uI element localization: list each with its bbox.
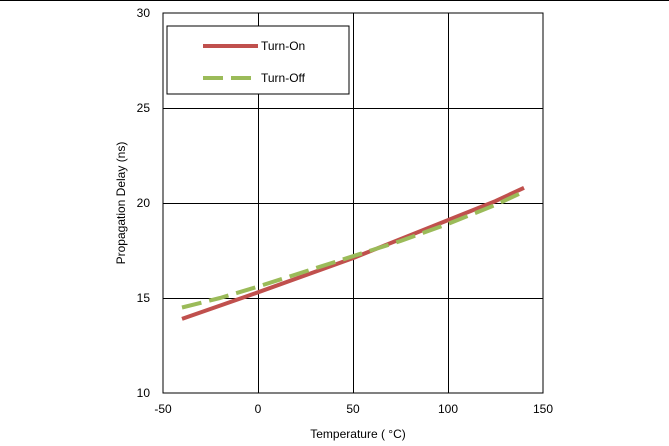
y-tick-label: 25 [137, 101, 151, 115]
y-tick-label: 20 [137, 196, 151, 210]
legend-box [166, 25, 350, 95]
series-line-turn-off [181, 189, 525, 310]
legend: Turn-On Turn-Off [166, 25, 350, 95]
x-tick-label: -50 [154, 402, 172, 416]
y-axis-label: Propagation Delay (ns) [114, 142, 128, 265]
x-tick-label: 100 [438, 402, 458, 416]
plot-area-frame [162, 12, 544, 394]
x-tick-label: 150 [533, 402, 553, 416]
x-tick-label: 50 [346, 402, 360, 416]
series-lines [181, 185, 525, 321]
x-tick-labels: -50 0 50 100 150 [154, 402, 553, 416]
y-tick-labels: 10 15 20 25 30 [137, 6, 151, 400]
y-tick-label: 10 [137, 386, 151, 400]
legend-label-turn-off: Turn-Off [261, 71, 306, 85]
y-tick-label: 15 [137, 291, 151, 305]
x-tick-label: 0 [255, 402, 262, 416]
y-tick-label: 30 [137, 6, 151, 20]
x-axis-label: Temperature ( °C) [310, 427, 406, 441]
legend-label-turn-on: Turn-On [261, 39, 305, 53]
